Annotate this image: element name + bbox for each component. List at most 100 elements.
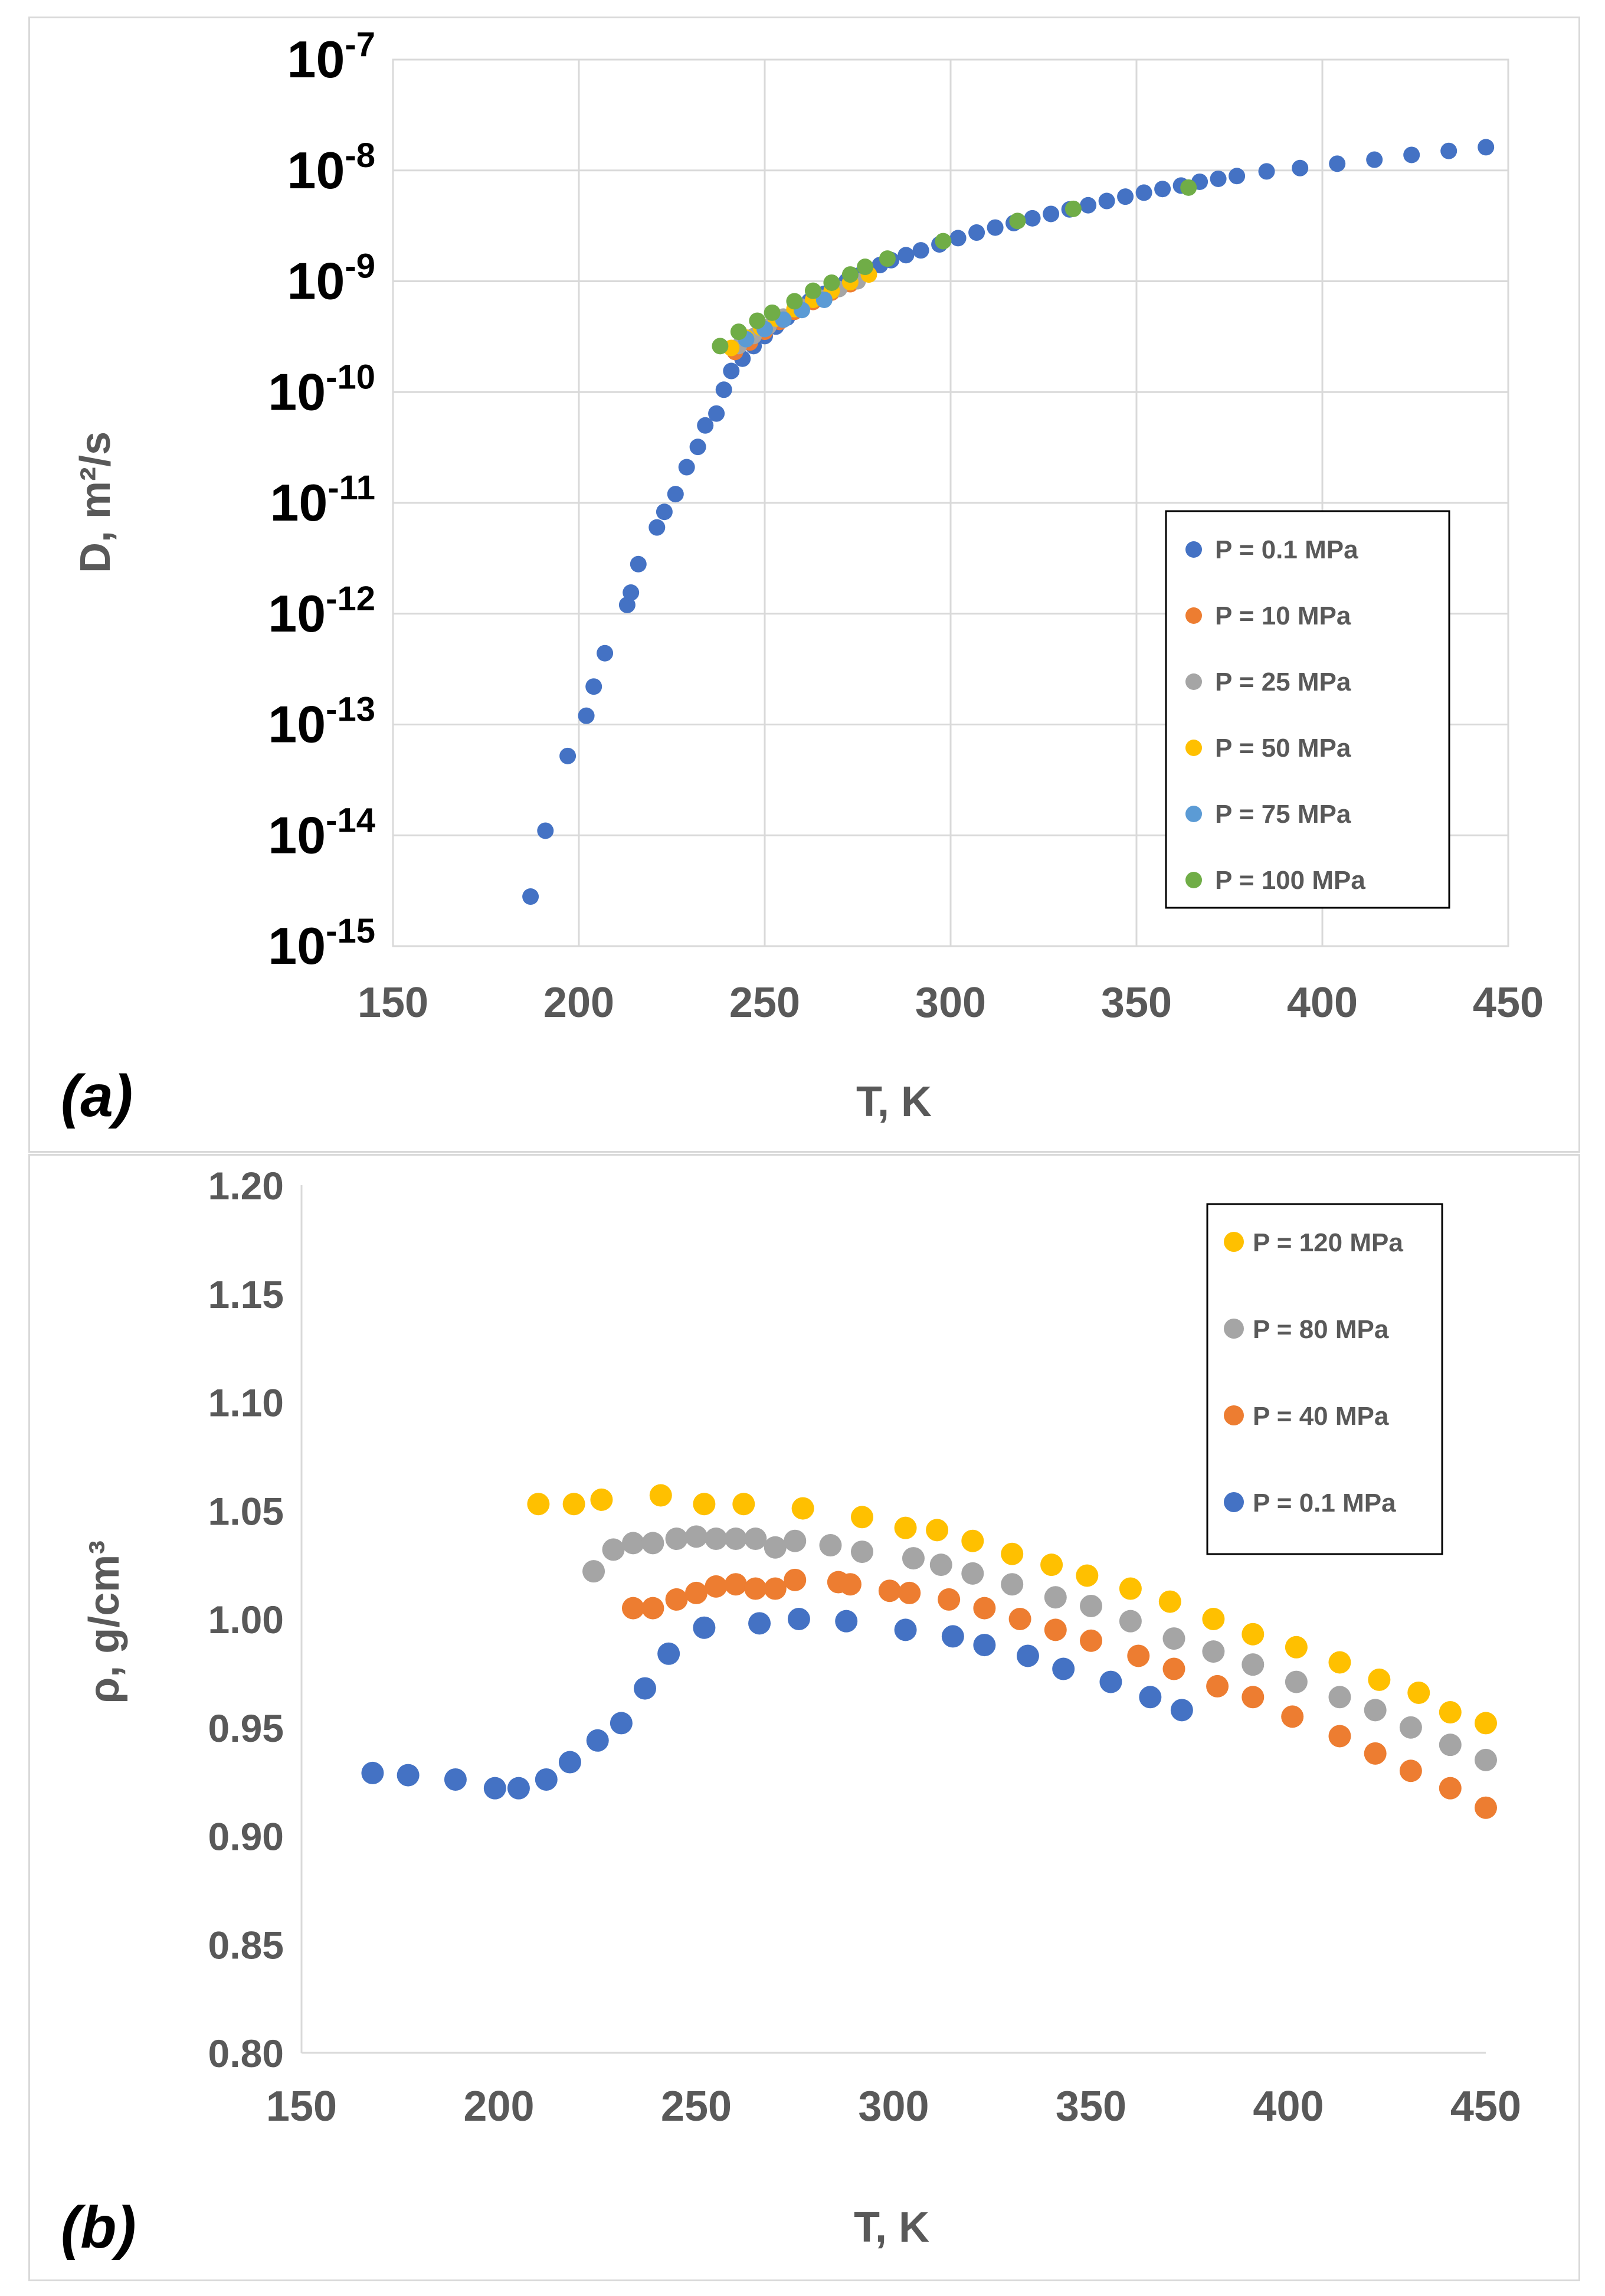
a-data-point [823, 274, 840, 291]
a-legend-label: P = 0.1 MPa [1215, 535, 1358, 564]
b-data-point [665, 1588, 688, 1611]
b-series-3 [361, 1608, 1193, 1800]
a-legend-marker [1185, 806, 1202, 822]
a-data-point [1210, 170, 1227, 187]
a-legend-label: P = 50 MPa [1215, 734, 1351, 763]
b-data-point [1162, 1627, 1185, 1650]
b-series-1 [582, 1525, 1497, 1771]
a-data-point [623, 584, 640, 601]
panel-a: 10-15 10-14 10-13 10-12 10-11 10-10 10-9 10-8 10… [28, 17, 1580, 1153]
b-data-point [1281, 1705, 1304, 1728]
density-chart: 0.80 0.85 0.90 0.95 1.00 1.05 1.10 1.15 1.20 150… [61, 1164, 1521, 2261]
a-data-point [1117, 188, 1134, 205]
b-data-point [641, 1532, 664, 1555]
b-data-point [1475, 1796, 1497, 1819]
b-data-point [1242, 1653, 1265, 1676]
a-series-4 [738, 291, 833, 348]
b-data-point [1127, 1644, 1150, 1667]
b-data-point [838, 1573, 862, 1596]
b-data-point [894, 1516, 917, 1539]
b-data-point [878, 1579, 901, 1602]
a-data-point [1098, 192, 1115, 210]
b-data-point [926, 1519, 949, 1542]
a-data-point [559, 747, 577, 764]
b-data-point [961, 1529, 984, 1552]
b-data-point [1119, 1610, 1142, 1633]
b-y-axis-label: ρ, g/cm³ [81, 1541, 128, 1704]
a-data-point [697, 417, 714, 434]
a-data-point [1366, 151, 1383, 168]
b-data-point [693, 1616, 716, 1639]
b-data-point [1364, 1699, 1387, 1722]
b-legend: P = 120 MPa P = 80 MPa P = 40 MPa P = 0.1 M… [1206, 1203, 1443, 1555]
b-data-point [784, 1568, 807, 1591]
b-data-point [586, 1729, 609, 1752]
a-data-point [1180, 179, 1197, 196]
a-y-tick-label: 10-11 [270, 469, 375, 532]
b-x-tick-label: 300 [858, 2083, 929, 2130]
b-data-point [361, 1761, 384, 1784]
a-legend-label: P = 75 MPa [1215, 800, 1351, 829]
a-x-tick-label: 350 [1101, 979, 1172, 1026]
a-data-point [723, 362, 740, 380]
b-data-point [562, 1493, 585, 1516]
b-data-point [1242, 1686, 1265, 1709]
a-y-tick-label: 10-9 [287, 247, 375, 310]
a-legend-marker [1185, 541, 1202, 558]
a-y-tick-label: 10-14 [268, 801, 375, 864]
b-data-point [1080, 1594, 1102, 1617]
a-data-point [730, 323, 747, 341]
diffusion-chart: 10-15 10-14 10-13 10-12 10-11 10-10 10-9 10-8 10… [61, 25, 1544, 1129]
b-data-point [610, 1712, 633, 1735]
b-y-tick-label: 1.20 [208, 1164, 284, 1208]
a-data-point [1440, 142, 1457, 159]
b-legend-label: P = 0.1 MPa [1253, 1489, 1396, 1517]
a-data-point [715, 381, 732, 398]
b-series-2 [621, 1568, 1497, 1819]
b-data-point [1364, 1742, 1387, 1765]
a-x-tick-label: 150 [358, 979, 428, 1026]
a-data-point [898, 247, 915, 264]
b-data-point [1016, 1644, 1039, 1667]
panel-b: 0.80 0.85 0.90 0.95 1.00 1.05 1.10 1.15 1.20 150… [28, 1154, 1580, 2281]
b-legend-label: P = 80 MPa [1253, 1315, 1389, 1344]
b-data-point [1475, 1712, 1497, 1735]
a-x-tick-label: 300 [915, 979, 986, 1026]
b-data-point [397, 1764, 420, 1787]
a-data-point [712, 338, 729, 355]
a-data-point [1043, 205, 1060, 223]
b-data-point [1285, 1636, 1308, 1659]
b-data-point [1475, 1748, 1497, 1771]
a-legend-marker [1185, 740, 1202, 756]
b-data-point [961, 1562, 984, 1585]
b-series-0 [527, 1484, 1497, 1735]
b-data-point [973, 1597, 996, 1620]
b-data-point [1119, 1577, 1142, 1600]
b-y-tick-label: 1.10 [208, 1381, 284, 1425]
b-data-point [1202, 1640, 1225, 1663]
a-data-point [804, 282, 821, 299]
a-legend-label: P = 25 MPa [1215, 668, 1351, 696]
a-data-point [968, 224, 985, 241]
b-data-point [1001, 1542, 1024, 1565]
b-data-point [748, 1612, 771, 1635]
b-data-point [535, 1768, 558, 1791]
b-data-point [744, 1577, 767, 1600]
b-data-point [929, 1553, 952, 1577]
b-data-point [1285, 1670, 1308, 1693]
a-data-point [987, 219, 1004, 236]
b-data-point [685, 1525, 707, 1548]
b-data-point [641, 1597, 664, 1620]
a-legend-marker [1185, 673, 1202, 690]
b-data-point [724, 1528, 747, 1551]
b-data-point [1099, 1670, 1122, 1693]
a-legend: P = 0.1 MPa P = 10 MPa P = 25 MPa P = 50 MP… [1165, 510, 1450, 909]
b-data-point [1439, 1734, 1462, 1757]
b-data-point [744, 1528, 767, 1551]
a-data-point [1478, 139, 1495, 156]
b-data-point [1001, 1573, 1024, 1596]
a-series-5 [712, 179, 1197, 355]
a-data-point [841, 266, 859, 283]
a-gridlines [392, 58, 1509, 947]
b-data-point [764, 1536, 787, 1559]
